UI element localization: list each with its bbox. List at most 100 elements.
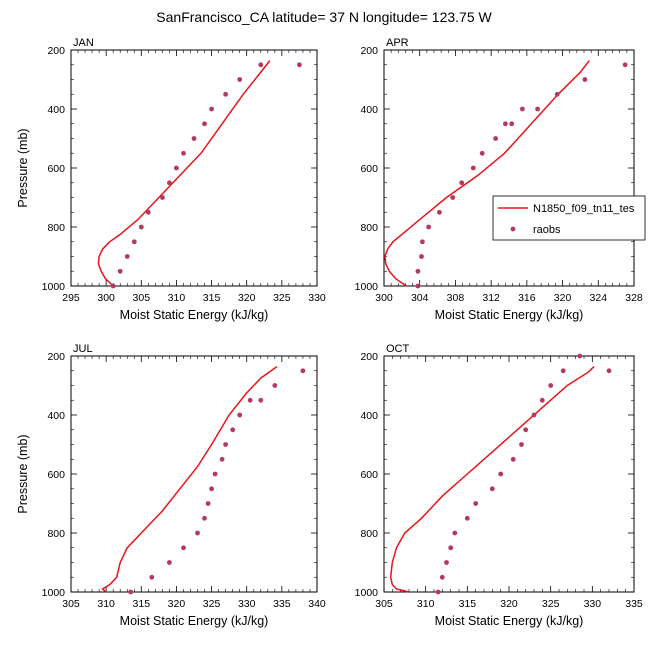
raobs-point-oct <box>531 412 537 418</box>
raobs-point-jan <box>167 180 172 186</box>
x-tick-label-apr: 316 <box>518 292 536 304</box>
raobs-point-jul <box>247 397 253 403</box>
raobs-point-oct <box>489 486 495 492</box>
plot-frame-oct <box>383 355 635 593</box>
raobs-point-oct <box>539 397 545 403</box>
raobs-point-jan <box>181 150 186 156</box>
model-line-jul <box>101 365 278 593</box>
legend-obs-marker <box>510 226 516 232</box>
x-tick-label-apr: 300 <box>375 292 393 304</box>
panel-label-jul: JUL <box>73 343 93 355</box>
y-tick-label-apr: 600 <box>360 163 378 175</box>
x-tick-label-jan: 330 <box>308 292 326 304</box>
raobs-point-jan <box>297 62 302 68</box>
y-tick-label-oct: 400 <box>360 410 378 422</box>
raobs-point-jan <box>110 283 116 289</box>
panel-oct: 305 310 315 320 325 330 335 200 400 600 800 1000 OCT… <box>355 343 643 628</box>
raobs-point-oct <box>473 501 479 506</box>
raobs-point-oct <box>435 589 441 595</box>
legend: N1850_f09_tn11_tes raobs <box>492 195 646 241</box>
raobs-point-oct <box>498 471 504 477</box>
raobs-point-apr <box>554 91 560 97</box>
raobs-point-jan <box>131 239 137 245</box>
raobs-point-jan <box>209 106 215 112</box>
x-tick-label-jul: 305 <box>62 598 80 610</box>
x-tick-label-oct: 305 <box>375 598 393 610</box>
panel-jul: 305 310 315 320 325 330 335 340 200 400 600 800 1000… <box>16 343 326 628</box>
raobs-point-apr <box>450 195 456 200</box>
raobs-point-oct <box>510 456 516 462</box>
raobs-point-jul <box>230 427 236 433</box>
raobs-point-oct <box>548 383 554 388</box>
x-tick-label-jan: 315 <box>203 292 221 304</box>
y-axis-label-jul: Pressure (mb) <box>16 434 30 513</box>
raobs-point-jul <box>237 412 243 418</box>
y-tick-label-apr: 400 <box>360 104 378 116</box>
raobs-point-apr <box>426 224 431 230</box>
y-tick-label-oct: 600 <box>360 469 378 481</box>
raobs-point-apr <box>503 121 508 127</box>
x-axis-label-jan: Moist Static Energy (kJ/kg) <box>120 308 269 322</box>
x-tick-label-apr: 320 <box>554 292 572 304</box>
x-tick-label-jul: 315 <box>133 598 151 610</box>
raobs-point-apr <box>493 136 498 141</box>
raobs-point-oct <box>523 427 529 433</box>
x-axis-label-apr: Moist Static Energy (kJ/kg) <box>435 308 584 322</box>
raobs-point-jan <box>202 121 207 127</box>
y-tick-label-jan: 600 <box>47 163 65 175</box>
raobs-point-apr <box>470 165 476 171</box>
x-tick-label-apr: 328 <box>625 292 643 304</box>
raobs-point-jan <box>237 77 243 82</box>
raobs-point-apr <box>479 150 485 156</box>
y-tick-label-jan: 200 <box>47 45 65 57</box>
y-tick-label-jul: 800 <box>47 528 65 540</box>
y-tick-label-apr: 1000 <box>355 281 379 293</box>
y-tick-label-jul: 1000 <box>42 587 66 599</box>
plot-frame-jul <box>70 355 318 593</box>
y-tick-label-apr: 800 <box>360 222 378 234</box>
y-tick-label-oct: 200 <box>360 351 378 363</box>
legend-obs-label: raobs <box>533 224 561 236</box>
raobs-point-jul <box>272 383 278 388</box>
raobs-point-apr <box>459 180 465 186</box>
raobs-point-jan <box>160 195 165 200</box>
raobs-point-jul <box>128 589 134 595</box>
x-tick-label-jan: 305 <box>133 292 151 304</box>
raobs-point-oct <box>439 574 445 580</box>
x-tick-label-apr: 312 <box>482 292 500 304</box>
x-tick-label-jul: 340 <box>308 598 326 610</box>
model-line-oct <box>389 366 595 593</box>
raobs-point-apr <box>582 77 588 82</box>
panel-label-apr: APR <box>386 37 409 49</box>
x-tick-label-jan: 325 <box>273 292 291 304</box>
raobs-point-apr <box>622 62 628 68</box>
raobs-point-jan <box>223 91 229 97</box>
x-tick-label-oct: 315 <box>459 598 477 610</box>
raobs-point-jul <box>205 501 211 506</box>
model-line-apr <box>384 60 590 287</box>
legend-box <box>492 195 646 241</box>
plot-frame-apr <box>383 49 635 287</box>
raobs-point-jul <box>300 368 306 374</box>
y-tick-label-apr: 200 <box>360 45 378 57</box>
raobs-point-jul <box>209 486 215 492</box>
x-tick-label-jan: 320 <box>238 292 256 304</box>
x-tick-label-jul: 335 <box>273 598 291 610</box>
panel-label-oct: OCT <box>386 343 410 355</box>
raobs-point-oct <box>577 353 583 359</box>
raobs-point-jan <box>124 254 130 259</box>
x-tick-label-jan: 310 <box>168 292 186 304</box>
x-tick-label-oct: 325 <box>542 598 560 610</box>
x-tick-label-oct: 335 <box>625 598 643 610</box>
figure-title: SanFrancisco_CA latitude= 37 N longitude… <box>156 9 492 25</box>
raobs-point-oct <box>444 560 449 565</box>
x-tick-label-apr: 324 <box>590 292 608 304</box>
legend-model-label: N1850_f09_tn11_tes <box>533 203 635 215</box>
raobs-point-apr <box>415 268 421 274</box>
raobs-point-apr <box>509 121 515 127</box>
raobs-point-jul <box>258 397 264 403</box>
raobs-point-apr <box>415 283 421 289</box>
x-tick-label-jan: 300 <box>97 292 115 304</box>
y-tick-label-jan: 800 <box>47 222 65 234</box>
